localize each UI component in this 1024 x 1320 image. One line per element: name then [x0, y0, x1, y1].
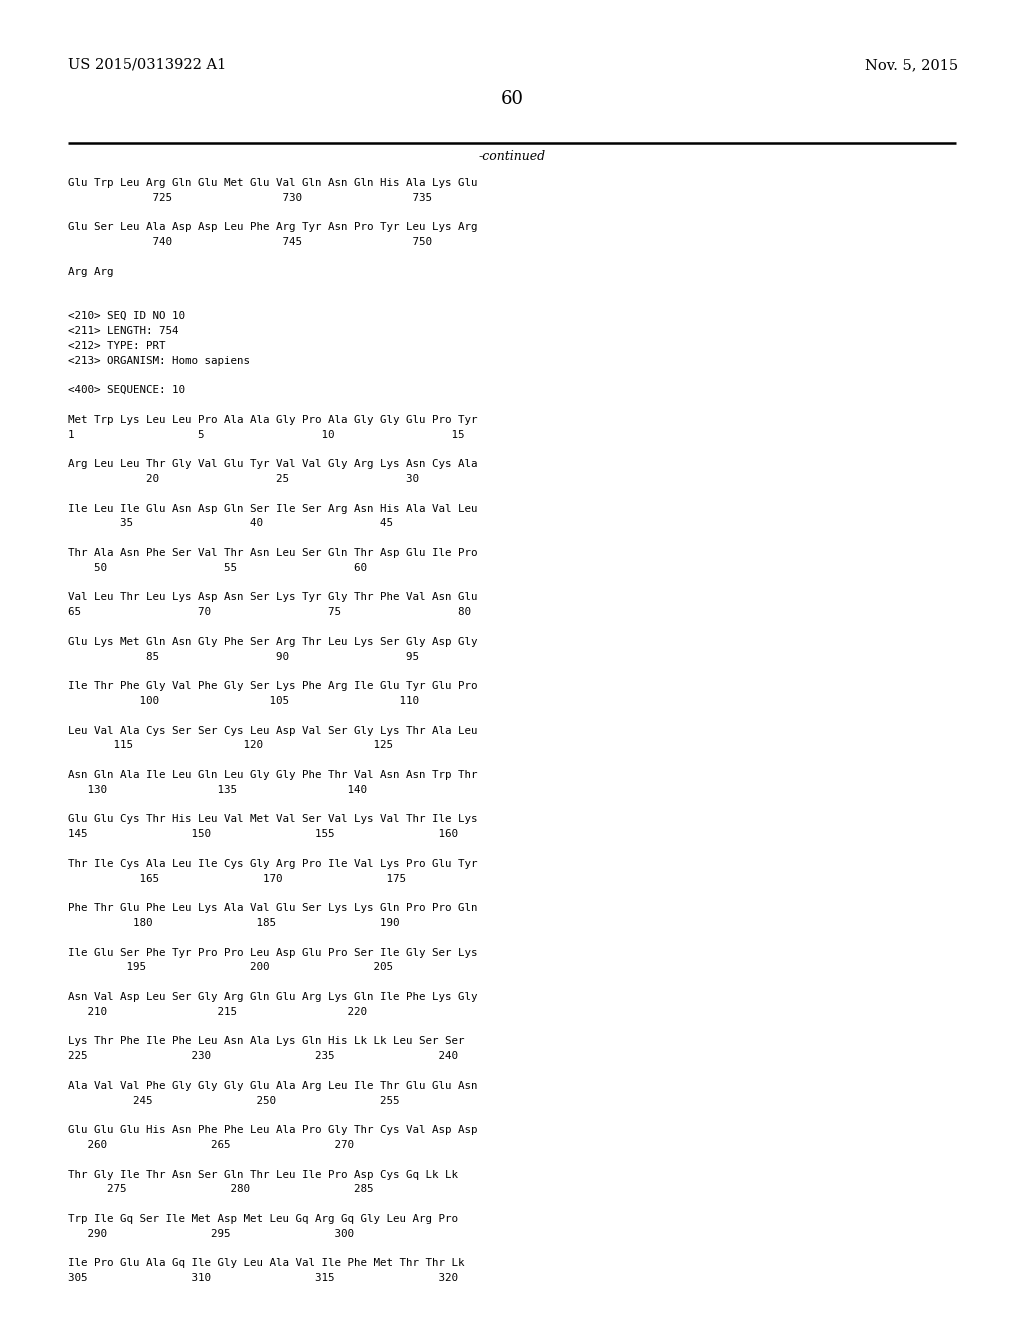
Text: -continued: -continued	[478, 150, 546, 162]
Text: 210                 215                 220: 210 215 220	[68, 1007, 367, 1016]
Text: Glu Ser Leu Ala Asp Asp Leu Phe Arg Tyr Asn Pro Tyr Leu Lys Arg: Glu Ser Leu Ala Asp Asp Leu Phe Arg Tyr …	[68, 222, 477, 232]
Text: Nov. 5, 2015: Nov. 5, 2015	[865, 58, 958, 73]
Text: Phe Thr Glu Phe Leu Lys Ala Val Glu Ser Lys Lys Gln Pro Pro Gln: Phe Thr Glu Phe Leu Lys Ala Val Glu Ser …	[68, 903, 477, 913]
Text: Thr Ala Asn Phe Ser Val Thr Asn Leu Ser Gln Thr Asp Glu Ile Pro: Thr Ala Asn Phe Ser Val Thr Asn Leu Ser …	[68, 548, 477, 558]
Text: 20                  25                  30: 20 25 30	[68, 474, 419, 484]
Text: <400> SEQUENCE: 10: <400> SEQUENCE: 10	[68, 385, 185, 395]
Text: Arg Leu Leu Thr Gly Val Glu Tyr Val Val Gly Arg Lys Asn Cys Ala: Arg Leu Leu Thr Gly Val Glu Tyr Val Val …	[68, 459, 477, 469]
Text: Lys Thr Phe Ile Phe Leu Asn Ala Lys Gln His Lk Lk Leu Ser Ser: Lys Thr Phe Ile Phe Leu Asn Ala Lys Gln …	[68, 1036, 465, 1047]
Text: 60: 60	[501, 90, 523, 108]
Text: Ala Val Val Phe Gly Gly Gly Glu Ala Arg Leu Ile Thr Glu Glu Asn: Ala Val Val Phe Gly Gly Gly Glu Ala Arg …	[68, 1081, 477, 1090]
Text: Asn Gln Ala Ile Leu Gln Leu Gly Gly Phe Thr Val Asn Asn Trp Thr: Asn Gln Ala Ile Leu Gln Leu Gly Gly Phe …	[68, 770, 477, 780]
Text: Ile Thr Phe Gly Val Phe Gly Ser Lys Phe Arg Ile Glu Tyr Glu Pro: Ile Thr Phe Gly Val Phe Gly Ser Lys Phe …	[68, 681, 477, 692]
Text: <211> LENGTH: 754: <211> LENGTH: 754	[68, 326, 178, 337]
Text: Glu Glu Cys Thr His Leu Val Met Val Ser Val Lys Val Thr Ile Lys: Glu Glu Cys Thr His Leu Val Met Val Ser …	[68, 814, 477, 825]
Text: 225                230                235                240: 225 230 235 240	[68, 1051, 458, 1061]
Text: Ile Leu Ile Glu Asn Asp Gln Ser Ile Ser Arg Asn His Ala Val Leu: Ile Leu Ile Glu Asn Asp Gln Ser Ile Ser …	[68, 504, 477, 513]
Text: Glu Glu Glu His Asn Phe Phe Leu Ala Pro Gly Thr Cys Val Asp Asp: Glu Glu Glu His Asn Phe Phe Leu Ala Pro …	[68, 1125, 477, 1135]
Text: Leu Val Ala Cys Ser Ser Cys Leu Asp Val Ser Gly Lys Thr Ala Leu: Leu Val Ala Cys Ser Ser Cys Leu Asp Val …	[68, 726, 477, 735]
Text: 1                   5                  10                  15: 1 5 10 15	[68, 429, 465, 440]
Text: 195                200                205: 195 200 205	[68, 962, 393, 973]
Text: 245                250                255: 245 250 255	[68, 1096, 399, 1106]
Text: 130                 135                 140: 130 135 140	[68, 785, 367, 795]
Text: 145                150                155                160: 145 150 155 160	[68, 829, 458, 840]
Text: 180                185                190: 180 185 190	[68, 917, 399, 928]
Text: Glu Lys Met Gln Asn Gly Phe Ser Arg Thr Leu Lys Ser Gly Asp Gly: Glu Lys Met Gln Asn Gly Phe Ser Arg Thr …	[68, 636, 477, 647]
Text: 260                265                270: 260 265 270	[68, 1140, 354, 1150]
Text: 275                280                285: 275 280 285	[68, 1184, 374, 1195]
Text: Met Trp Lys Leu Leu Pro Ala Ala Gly Pro Ala Gly Gly Glu Pro Tyr: Met Trp Lys Leu Leu Pro Ala Ala Gly Pro …	[68, 414, 477, 425]
Text: Val Leu Thr Leu Lys Asp Asn Ser Lys Tyr Gly Thr Phe Val Asn Glu: Val Leu Thr Leu Lys Asp Asn Ser Lys Tyr …	[68, 593, 477, 602]
Text: 305                310                315                320: 305 310 315 320	[68, 1274, 458, 1283]
Text: <213> ORGANISM: Homo sapiens: <213> ORGANISM: Homo sapiens	[68, 355, 250, 366]
Text: <212> TYPE: PRT: <212> TYPE: PRT	[68, 341, 166, 351]
Text: Arg Arg: Arg Arg	[68, 267, 114, 277]
Text: Glu Trp Leu Arg Gln Glu Met Glu Val Gln Asn Gln His Ala Lys Glu: Glu Trp Leu Arg Gln Glu Met Glu Val Gln …	[68, 178, 477, 187]
Text: 725                 730                 735: 725 730 735	[68, 193, 432, 203]
Text: 740                 745                 750: 740 745 750	[68, 238, 432, 247]
Text: Ile Glu Ser Phe Tyr Pro Pro Leu Asp Glu Pro Ser Ile Gly Ser Lys: Ile Glu Ser Phe Tyr Pro Pro Leu Asp Glu …	[68, 948, 477, 957]
Text: 85                  90                  95: 85 90 95	[68, 652, 419, 661]
Text: Ile Pro Glu Ala Gq Ile Gly Leu Ala Val Ile Phe Met Thr Thr Lk: Ile Pro Glu Ala Gq Ile Gly Leu Ala Val I…	[68, 1258, 465, 1269]
Text: 35                  40                  45: 35 40 45	[68, 519, 393, 528]
Text: 115                 120                 125: 115 120 125	[68, 741, 393, 750]
Text: US 2015/0313922 A1: US 2015/0313922 A1	[68, 58, 226, 73]
Text: Thr Gly Ile Thr Asn Ser Gln Thr Leu Ile Pro Asp Cys Gq Lk Lk: Thr Gly Ile Thr Asn Ser Gln Thr Leu Ile …	[68, 1170, 458, 1180]
Text: 165                170                175: 165 170 175	[68, 874, 406, 883]
Text: Asn Val Asp Leu Ser Gly Arg Gln Glu Arg Lys Gln Ile Phe Lys Gly: Asn Val Asp Leu Ser Gly Arg Gln Glu Arg …	[68, 993, 477, 1002]
Text: Trp Ile Gq Ser Ile Met Asp Met Leu Gq Arg Gq Gly Leu Arg Pro: Trp Ile Gq Ser Ile Met Asp Met Leu Gq Ar…	[68, 1214, 458, 1224]
Text: 65                  70                  75                  80: 65 70 75 80	[68, 607, 471, 618]
Text: 100                 105                 110: 100 105 110	[68, 696, 419, 706]
Text: 50                  55                  60: 50 55 60	[68, 562, 367, 573]
Text: <210> SEQ ID NO 10: <210> SEQ ID NO 10	[68, 312, 185, 321]
Text: Thr Ile Cys Ala Leu Ile Cys Gly Arg Pro Ile Val Lys Pro Glu Tyr: Thr Ile Cys Ala Leu Ile Cys Gly Arg Pro …	[68, 859, 477, 869]
Text: 290                295                300: 290 295 300	[68, 1229, 354, 1238]
